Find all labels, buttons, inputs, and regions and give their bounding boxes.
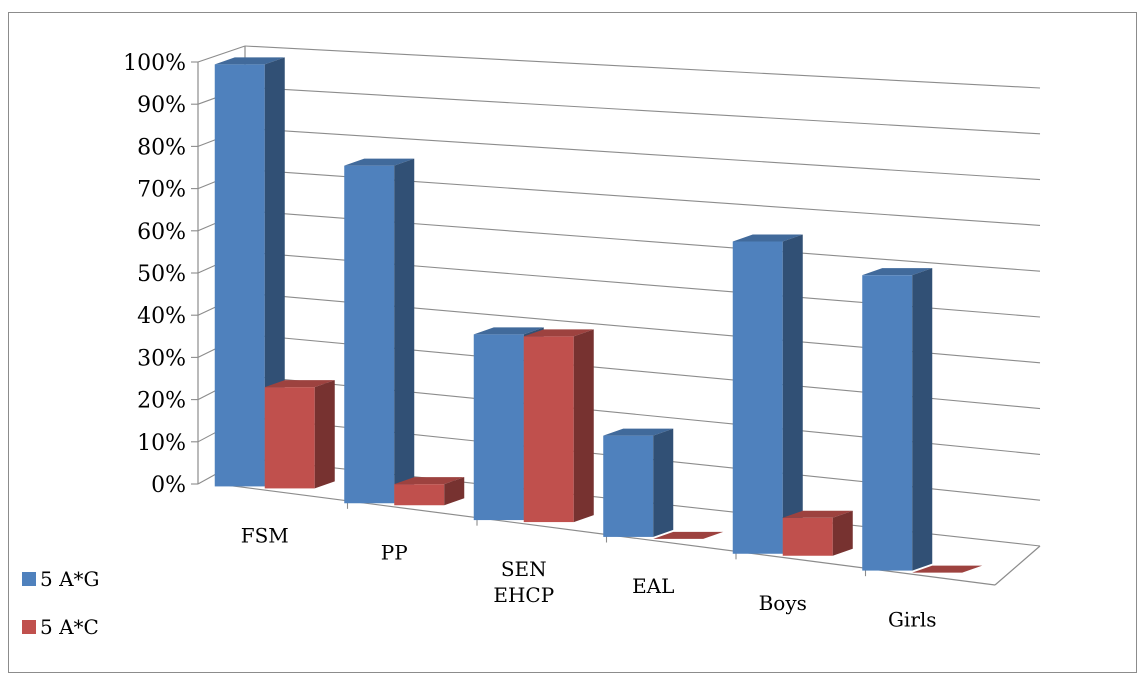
gridline-side bbox=[197, 45, 246, 63]
gridline bbox=[244, 86, 1041, 135]
bar-top bbox=[214, 57, 285, 65]
x-tick-label-line: PP bbox=[381, 540, 408, 564]
bar-5-a-g bbox=[862, 268, 933, 571]
bar-side bbox=[782, 234, 803, 554]
bar-top bbox=[912, 565, 983, 573]
y-axis-ticks: 0% 10% 20% 30% 40% 50% 60% 70% 80% 90% 100% bbox=[123, 51, 867, 577]
bar-top bbox=[523, 329, 594, 337]
bar-5-a-c bbox=[394, 477, 465, 506]
bar-front bbox=[523, 336, 574, 523]
x-tick-label-line: Boys bbox=[759, 591, 807, 615]
bar-side bbox=[653, 428, 674, 537]
y-tick-label: 60% bbox=[137, 220, 186, 245]
bar-front bbox=[603, 435, 654, 537]
x-tick-label: EAL bbox=[632, 574, 674, 598]
legend-label: 5 A*C bbox=[40, 615, 99, 639]
bar-front bbox=[782, 517, 833, 556]
x-tick-label-line: FSM bbox=[241, 523, 289, 547]
bar-5-a-c bbox=[912, 565, 983, 573]
y-tick-label: 40% bbox=[137, 304, 186, 329]
bar-front bbox=[394, 484, 445, 506]
bar-5-a-c bbox=[782, 510, 853, 556]
bar-5-a-g bbox=[344, 158, 415, 504]
y-tick-label: 0% bbox=[151, 473, 186, 498]
bar-top bbox=[603, 428, 674, 436]
y-tick-label: 30% bbox=[137, 346, 186, 371]
bar-side bbox=[264, 57, 285, 487]
x-tick-label: PP bbox=[381, 540, 408, 564]
bar-top bbox=[344, 158, 415, 166]
legend-swatch bbox=[22, 620, 36, 634]
y-tick-label: 90% bbox=[137, 93, 186, 118]
bar-side bbox=[573, 329, 594, 523]
bar-front bbox=[264, 387, 315, 489]
bar-5-a-g bbox=[732, 234, 803, 554]
bar-top bbox=[862, 268, 933, 276]
bars bbox=[214, 57, 983, 573]
bar-top bbox=[473, 327, 544, 335]
labels: FSM PP SEN EHCP EAL Boys Girls bbox=[241, 523, 937, 631]
bar-top bbox=[653, 531, 724, 539]
bar-front bbox=[862, 275, 913, 571]
floor-right-edge bbox=[994, 545, 1041, 586]
bar-front bbox=[732, 241, 783, 554]
bar-side bbox=[394, 158, 415, 504]
y-tick-label: 50% bbox=[137, 262, 186, 287]
y-tick-label: 20% bbox=[137, 389, 186, 414]
bar-top bbox=[394, 477, 465, 485]
gridline bbox=[244, 45, 1041, 89]
x-tick-label-line: EAL bbox=[632, 574, 674, 598]
bar-5-a-c bbox=[523, 329, 594, 523]
bar-top bbox=[264, 380, 335, 388]
gridline bbox=[244, 127, 1041, 181]
x-tick-label: FSM bbox=[241, 523, 289, 547]
bar-front bbox=[473, 334, 524, 521]
x-tick-label-line: EHCP bbox=[493, 583, 554, 607]
bar-side bbox=[912, 268, 933, 571]
y-tick-label: 10% bbox=[137, 431, 186, 456]
x-tick-label-line: Girls bbox=[888, 608, 937, 632]
bar-5-a-g bbox=[214, 57, 285, 487]
legend-label: 5 A*G bbox=[40, 567, 100, 591]
x-tick-label-line: SEN bbox=[501, 557, 547, 581]
bar-5-a-g bbox=[603, 428, 674, 537]
y-tick-label: 100% bbox=[123, 51, 186, 76]
x-tick-label: Girls bbox=[888, 608, 937, 632]
x-tick-label: Boys bbox=[759, 591, 807, 615]
bar-top bbox=[782, 510, 853, 518]
bar-front bbox=[344, 165, 395, 504]
bar-front bbox=[214, 64, 265, 487]
bar-side bbox=[832, 510, 853, 556]
bar-side bbox=[314, 380, 335, 489]
y-tick-label: 70% bbox=[137, 178, 186, 203]
y-tick-label: 80% bbox=[137, 135, 186, 160]
legend-swatch bbox=[22, 572, 36, 586]
bar-5-a-c bbox=[264, 380, 335, 489]
x-tick-label: SEN EHCP bbox=[493, 557, 554, 607]
bar-top bbox=[732, 234, 803, 242]
legend: 5 A*G 5 A*C bbox=[22, 567, 100, 639]
bar-5-a-c bbox=[653, 531, 724, 539]
bar-side bbox=[444, 477, 465, 506]
